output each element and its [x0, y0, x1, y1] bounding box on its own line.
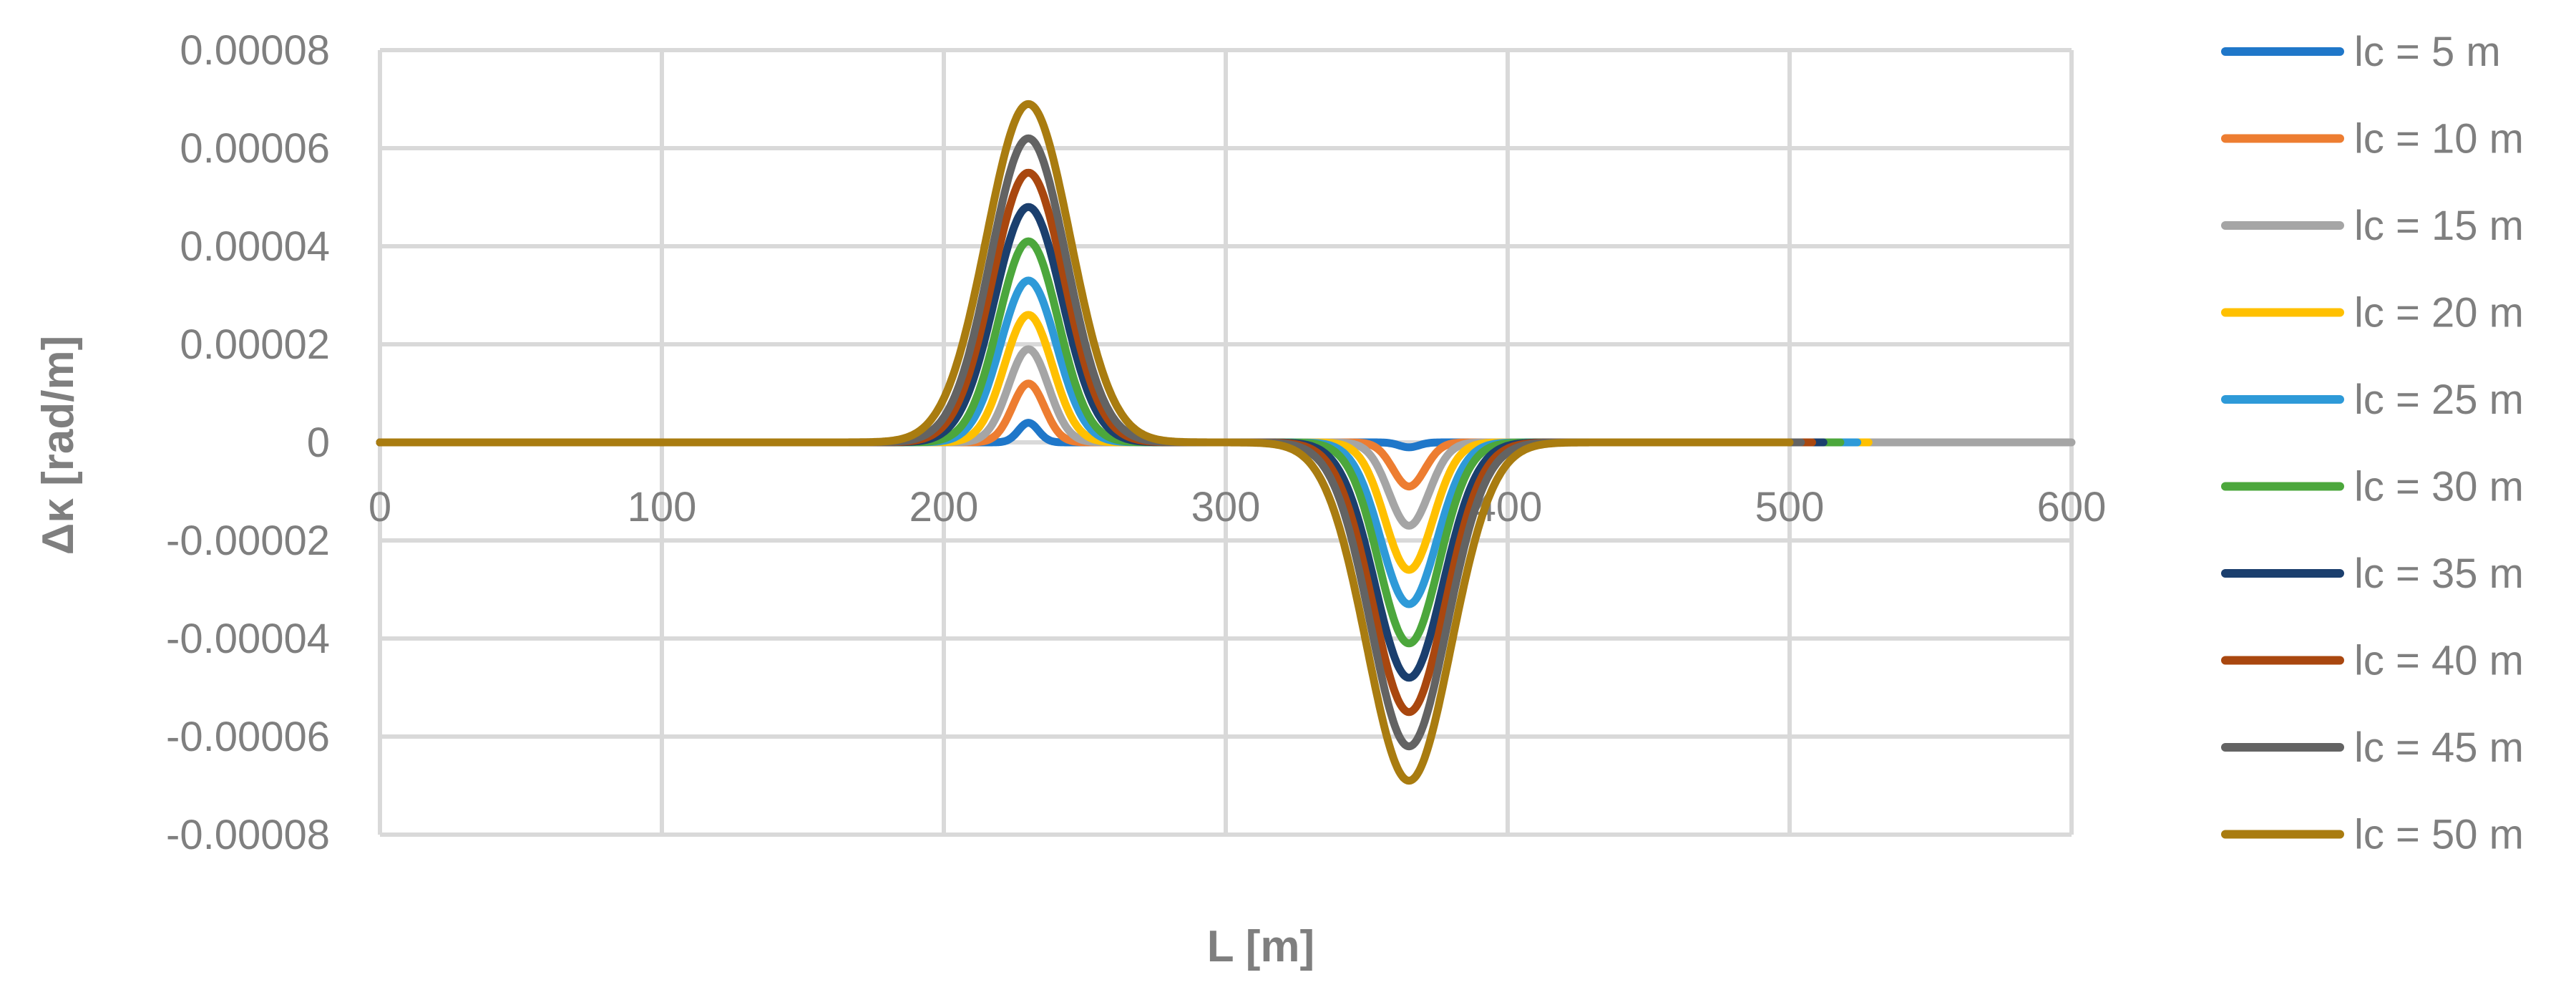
legend-label: lc = 10 m	[2354, 116, 2524, 162]
y-tick-label: -0.00008	[166, 812, 330, 858]
x-tick-label: 100	[628, 484, 697, 530]
legend-item: lc = 20 m	[2221, 290, 2524, 336]
legend-label: lc = 15 m	[2354, 203, 2524, 249]
legend-label: lc = 25 m	[2354, 377, 2524, 423]
y-tick-label: 0.00004	[180, 223, 330, 270]
y-tick-label: -0.00004	[166, 616, 330, 662]
legend-label: lc = 35 m	[2354, 550, 2524, 597]
series-line-10	[376, 99, 1794, 785]
legend-label: lc = 50 m	[2354, 812, 2524, 858]
x-tick-label: 500	[1755, 484, 1825, 530]
x-tick-label: 600	[2037, 484, 2107, 530]
legend-item: lc = 5 m	[2221, 29, 2501, 75]
x-axis-title: L [m]	[1207, 922, 1314, 971]
legend-item: lc = 25 m	[2221, 377, 2524, 423]
y-tick-label: -0.00006	[166, 714, 330, 760]
legend-item: lc = 15 m	[2221, 203, 2524, 249]
y-tick-label: -0.00002	[166, 518, 330, 564]
legend-item: lc = 10 m	[2221, 116, 2524, 162]
legend-item: lc = 45 m	[2221, 724, 2524, 771]
legend-label: lc = 30 m	[2354, 464, 2524, 510]
legend: lc = 5 m lc = 10 m lc = 15 m lc = 20 m lc = …	[2221, 29, 2524, 858]
legend-label: lc = 40 m	[2354, 638, 2524, 684]
y-tick-label: 0.00008	[180, 27, 330, 74]
legend-item: lc = 30 m	[2221, 464, 2524, 510]
y-tick-label: 0.00002	[180, 321, 330, 368]
y-tick-label: 0	[307, 419, 330, 466]
x-tick-label: 200	[909, 484, 979, 530]
legend-item: lc = 40 m	[2221, 638, 2524, 684]
x-tick-label: 0	[369, 484, 391, 530]
legend-label: lc = 20 m	[2354, 290, 2524, 336]
y-tick-label: 0.00006	[180, 125, 330, 172]
x-tick-labels: 0 100 200 300 400 500 600	[369, 484, 2107, 530]
legend-label: lc = 5 m	[2354, 29, 2501, 75]
legend-item: lc = 50 m	[2221, 812, 2524, 858]
y-axis-title: Δκ [rad/m]	[34, 336, 83, 555]
legend-item: lc = 35 m	[2221, 550, 2524, 597]
legend-label: lc = 45 m	[2354, 724, 2524, 771]
x-tick-label: 300	[1191, 484, 1261, 530]
y-tick-labels: 0.00008 0.00006 0.00004 0.00002 0 -0.00002 -0.…	[166, 27, 330, 858]
series-lines	[376, 99, 2076, 785]
